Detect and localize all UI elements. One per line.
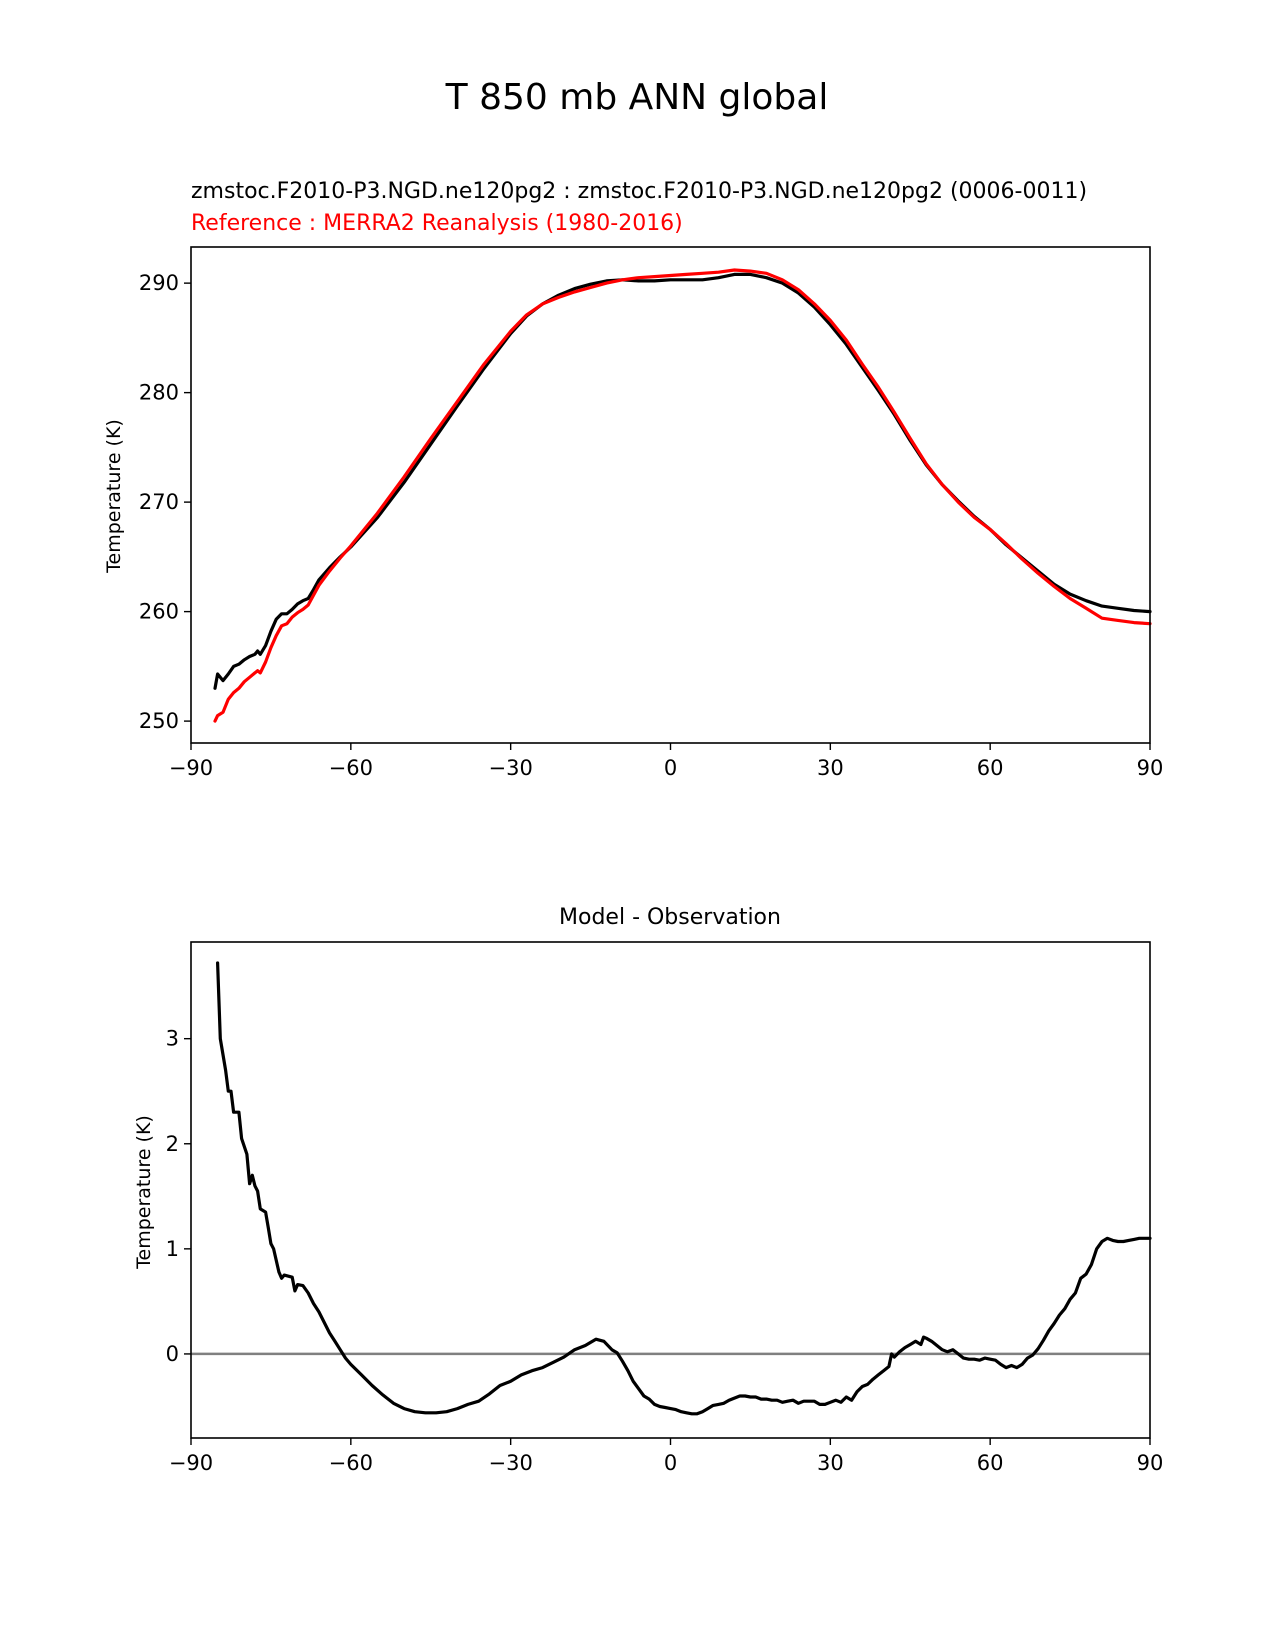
plot-frame <box>190 941 1151 1439</box>
x-tick-label: 60 <box>977 756 1004 780</box>
y-tick-label: 0 <box>166 1342 179 1366</box>
reference-title: Reference : MERRA2 Reanalysis (1980-2016… <box>191 211 683 236</box>
x-tick-label: −30 <box>489 756 533 780</box>
difference-title: Model - Observation <box>559 905 781 930</box>
test-series-line <box>213 272 1152 690</box>
y-tick-label: 270 <box>139 490 179 514</box>
temperature-panel: zmstoc.F2010-P3.NGD.ne120pg2 : zmstoc.F2… <box>103 179 1163 780</box>
reference-series-line <box>213 268 1152 723</box>
x-tick-label: 30 <box>817 756 844 780</box>
plot-frame <box>190 246 1151 744</box>
x-tick-label: 90 <box>1137 756 1164 780</box>
x-tick-label: −90 <box>169 756 213 780</box>
test-case-title: zmstoc.F2010-P3.NGD.ne120pg2 : zmstoc.F2… <box>191 179 1087 204</box>
test-series-line <box>216 961 1152 1416</box>
y-tick-label: 2 <box>166 1132 179 1156</box>
y-tick-label: 290 <box>139 271 179 295</box>
y-tick-label: 250 <box>139 709 179 733</box>
y-axis-label: Temperature (K) <box>103 419 125 574</box>
x-tick-label: 60 <box>977 1451 1004 1475</box>
x-tick-label: −90 <box>169 1451 213 1475</box>
y-tick-label: 1 <box>166 1237 179 1261</box>
x-tick-label: −30 <box>489 1451 533 1475</box>
difference-panel: Model - Observation Temperature (K) −90 −… <box>133 905 1163 1475</box>
x-tick-label: 0 <box>664 756 677 780</box>
x-tick-label: 90 <box>1137 1451 1164 1475</box>
y-axis-label: Temperature (K) <box>133 1115 155 1270</box>
x-tick-label: −60 <box>329 756 373 780</box>
y-tick-label: 3 <box>166 1027 179 1051</box>
x-tick-label: 0 <box>664 1451 677 1475</box>
y-tick-label: 280 <box>139 381 179 405</box>
x-tick-label: 30 <box>817 1451 844 1475</box>
y-tick-label: 260 <box>139 600 179 624</box>
figure-title: T 850 mb ANN global <box>445 77 829 118</box>
x-tick-label: −60 <box>329 1451 373 1475</box>
